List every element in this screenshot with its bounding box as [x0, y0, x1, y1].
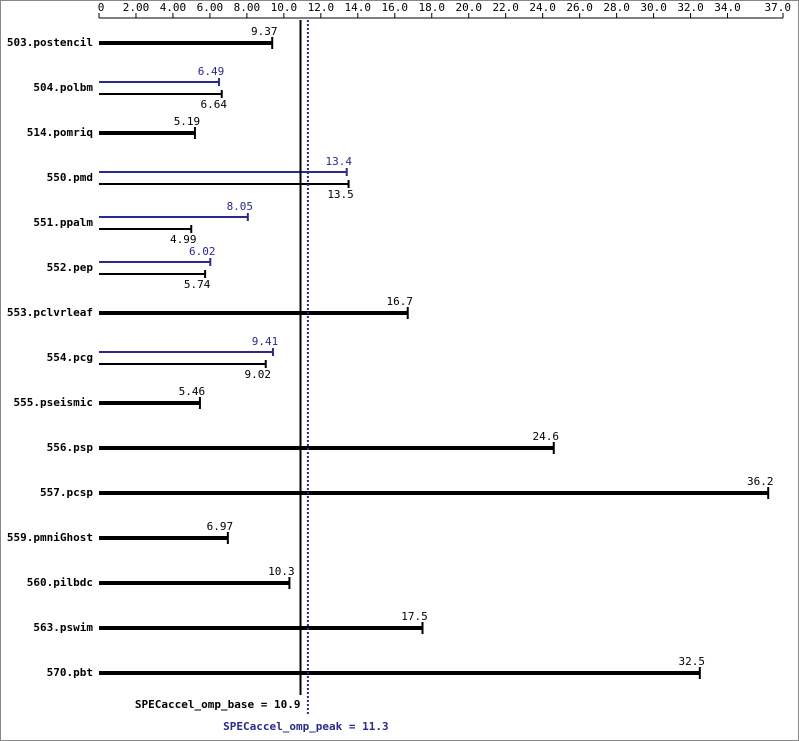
x-tick-label: 6.00: [197, 1, 224, 14]
benchmark-label: 570.pbt: [47, 666, 93, 679]
bar: [99, 581, 290, 585]
base-bar: [99, 363, 266, 365]
bar: [99, 401, 200, 405]
x-tick-label: 18.0: [419, 1, 446, 14]
benchmark-label: 504.polbm: [33, 81, 93, 94]
benchmark-label: 553.pclvrleaf: [7, 306, 93, 319]
value-label: 6.02: [189, 245, 216, 258]
bar: [99, 491, 769, 495]
benchmark-label: 551.ppalm: [33, 216, 93, 229]
peak-bar: [99, 261, 211, 263]
x-tick-label: 2.00: [123, 1, 150, 14]
x-tick-label: 20.0: [455, 1, 482, 14]
x-tick-label: 10.0: [271, 1, 298, 14]
x-tick-label: 34.0: [714, 1, 741, 14]
value-label: 5.74: [184, 278, 211, 291]
peak-bar: [99, 351, 273, 353]
bar: [99, 41, 273, 45]
x-tick-label: 28.0: [603, 1, 630, 14]
bar: [99, 671, 700, 675]
value-label: 36.2: [747, 475, 774, 488]
benchmark-label: 559.pmniGhost: [7, 531, 93, 544]
value-label: 9.37: [251, 25, 278, 38]
bar: [99, 131, 195, 135]
benchmark-label: 556.psp: [47, 441, 94, 454]
value-label: 16.7: [386, 295, 413, 308]
benchmark-label: 555.pseismic: [14, 396, 93, 409]
value-label: 4.99: [170, 233, 197, 246]
value-label: 10.3: [268, 565, 295, 578]
benchmark-label: 554.pcg: [47, 351, 93, 364]
benchmark-label: 552.pep: [47, 261, 94, 274]
value-label: 5.19: [174, 115, 201, 128]
x-tick-label: 4.00: [160, 1, 187, 14]
x-tick-label: 24.0: [529, 1, 556, 14]
peak-bar: [99, 171, 347, 173]
x-tick-label: 26.0: [566, 1, 593, 14]
benchmark-label: 550.pmd: [47, 171, 93, 184]
value-label: 13.5: [327, 188, 354, 201]
reference-label: SPECaccel_omp_peak = 11.3: [223, 720, 389, 733]
x-tick-label: 22.0: [492, 1, 519, 14]
x-tick-label: 16.0: [382, 1, 409, 14]
value-label: 6.64: [201, 98, 228, 111]
base-bar: [99, 93, 222, 95]
value-label: 5.46: [179, 385, 206, 398]
peak-bar: [99, 216, 248, 218]
value-label: 9.41: [252, 335, 279, 348]
value-label: 13.4: [325, 155, 352, 168]
peak-bar: [99, 81, 219, 83]
base-bar: [99, 183, 349, 185]
bar: [99, 626, 423, 630]
x-tick-label: 30.0: [640, 1, 667, 14]
base-bar: [99, 228, 192, 230]
value-label: 32.5: [679, 655, 706, 668]
benchmark-label: 560.pilbdc: [27, 576, 93, 589]
x-tick-label: 8.00: [234, 1, 261, 14]
benchmark-label: 514.pomriq: [27, 126, 93, 139]
benchmark-label: 563.pswim: [33, 621, 93, 634]
benchmark-label: 503.postencil: [7, 36, 93, 49]
value-label: 8.05: [227, 200, 254, 213]
bar: [99, 311, 408, 315]
bar: [99, 536, 228, 540]
value-label: 6.97: [207, 520, 234, 533]
benchmark-label: 557.pcsp: [40, 486, 93, 499]
value-label: 9.02: [244, 368, 271, 381]
value-label: 24.6: [533, 430, 560, 443]
value-label: 6.49: [198, 65, 225, 78]
reference-label: SPECaccel_omp_base = 10.9: [135, 698, 301, 711]
x-tick-label: 0: [98, 1, 105, 14]
x-tick-label: 32.0: [677, 1, 704, 14]
value-label: 17.5: [401, 610, 428, 623]
x-tick-label: 14.0: [345, 1, 372, 14]
x-tick-label: 12.0: [308, 1, 335, 14]
x-tick-label: 37.0: [765, 1, 792, 14]
bar: [99, 446, 554, 450]
base-bar: [99, 273, 206, 275]
